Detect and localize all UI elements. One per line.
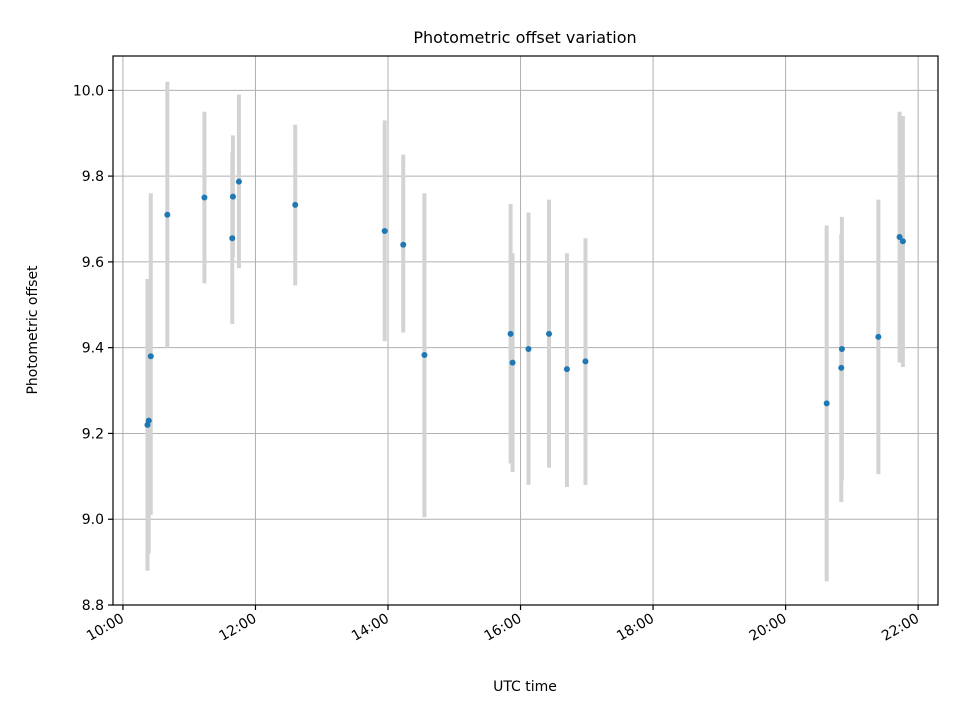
data-point <box>229 235 236 242</box>
y-tick-label: 10.0 <box>73 83 104 99</box>
data-point <box>201 194 208 201</box>
data-point <box>229 193 236 200</box>
data-point <box>582 358 589 365</box>
y-tick-label: 9.6 <box>82 255 104 271</box>
y-tick-label: 9.8 <box>82 169 104 185</box>
point-layer <box>144 178 906 428</box>
y-tick-label: 9.0 <box>82 512 104 528</box>
data-point <box>875 333 882 340</box>
data-point <box>147 353 154 360</box>
plot-frame <box>112 55 939 606</box>
data-point <box>838 345 845 352</box>
data-point <box>896 233 903 240</box>
data-point <box>292 201 299 208</box>
data-point <box>899 238 906 245</box>
chart-title: Photometric offset variation <box>413 28 636 47</box>
y-axis-ticks: 8.8 9.0 9.2 9.4 9.6 9.8 10.0 <box>73 83 113 614</box>
data-point <box>838 364 845 371</box>
y-axis-label: Photometric offset <box>25 265 41 395</box>
y-tick-label: 8.8 <box>82 598 104 614</box>
x-axis-label: UTC time <box>493 679 557 695</box>
data-point <box>563 366 570 373</box>
data-point <box>421 351 428 358</box>
data-point <box>235 178 242 185</box>
grid-layer <box>113 56 938 606</box>
data-point <box>145 417 152 424</box>
data-point <box>823 400 830 407</box>
y-tick-label: 9.2 <box>82 426 104 442</box>
data-point <box>546 330 553 337</box>
data-point <box>507 330 514 337</box>
data-point <box>400 241 407 248</box>
data-point <box>164 211 171 218</box>
data-point <box>381 227 388 234</box>
data-point <box>509 359 516 366</box>
y-tick-label: 9.4 <box>82 341 104 357</box>
data-point <box>525 345 532 352</box>
